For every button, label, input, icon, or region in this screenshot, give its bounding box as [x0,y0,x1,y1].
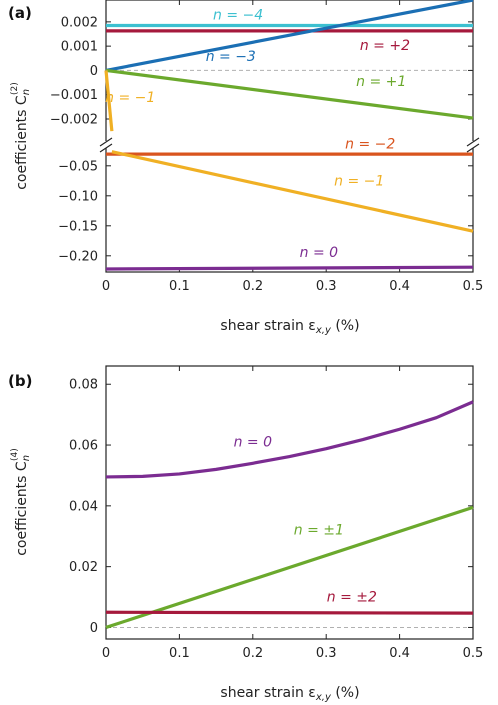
panel-b-series-line-1 [105,505,474,629]
panel-b-xtick-label-3: 0.3 [316,646,337,661]
panel-a-xtick-label-5: 0.5 [463,279,484,294]
panel-a-annotation-3: n = +1 [356,74,406,90]
panel-b-series-line-2 [105,610,474,615]
panel-a-label: (a) [8,4,32,22]
panel-a-ylabel-main: coefficients C [14,95,30,190]
panel-b-annotations: n = 0 n = ±1 n = ±2 [234,435,377,606]
panel-a-series-line-2 [105,0,474,73]
panel-b-xlabel-unit: (%) [331,685,360,701]
panel-b-xtick-label-4: 0.4 [389,646,410,661]
panel-a-annotation-1: n = +2 [360,38,410,54]
panel-a-xtick-label-1: 0.1 [169,279,190,294]
panel-b-ytick-label-2: 0.04 [69,499,98,514]
panel-a-y-axis-label: coefficients Cn(2) [10,82,32,190]
panel-b-ylabel-sup: (4) [10,448,20,461]
panel-a-annotation-4: n = −1 [105,90,155,106]
panel-b-ytick-label-4: 0.08 [69,378,98,393]
panel-b-annotation-1: n = ±1 [294,523,344,539]
panel-a-annotations: n = −4 n = +2 n = −3 n = +1 n = −1 n = −2 n = … [105,7,410,261]
panel-a-ylabel-sup: (2) [10,82,20,95]
axis-break-marks [99,137,480,153]
panel-b-y-axis-label: coefficients Cn(4) [10,448,32,556]
panel-a-ticks: 0 0.1 0.2 0.3 0.4 0.5 0.002 0.001 0 −0.001 −0.002 −… [50,0,483,294]
panel-a-upper-ytick-label-3: −0.001 [50,88,98,103]
panel-a-upper-ytick-label-1: 0.001 [61,40,98,55]
panel-a-series-line-4 [104,70,114,132]
panel-a-series-line-3 [105,68,474,120]
panel-a-xtick-label-4: 0.4 [389,279,410,294]
panel-a-annotation-6: n = −1 [334,174,384,190]
panel-a-x-axis-label: shear strain εx,y (%) [220,318,359,336]
axis-break-gap-right [467,141,479,148]
panel-b-xtick-label-5: 0.5 [463,646,484,661]
panel-a-upper-ytick-label-0: 0.002 [61,15,98,30]
panel-a-lower-ytick-label-1: −0.10 [58,189,98,204]
panel-a-series-line-6 [111,150,474,233]
panel-b-annotation-0: n = 0 [234,435,273,451]
panel-a-lower-ytick-label-3: −0.20 [58,249,98,264]
panel-b-ytick-label-0: 0 [90,621,98,636]
panel-a-annotation-0: n = −4 [213,7,263,23]
panel-a-annotation-2: n = −3 [206,49,256,65]
panel-a: (a) 0 0.1 0.2 0.3 0.4 0.5 0.002 0.001 0 −0.001 −0.… [8,0,483,336]
panel-a-annotation-5: n = −2 [345,136,395,152]
panel-a-xlabel-sub: x,y [315,325,332,336]
panel-b-frame [105,365,474,640]
panel-b-xlabel-sub: x,y [315,692,332,703]
panel-b-ytick-label-3: 0.06 [69,439,98,454]
panel-a-xtick-label-2: 0.2 [242,279,263,294]
panel-b-xtick-label-0: 0 [102,646,110,661]
panel-a-xlabel-unit: (%) [331,318,360,334]
panel-b-label: (b) [8,372,32,390]
panel-a-upper-ytick-label-4: −0.002 [50,113,98,128]
panel-a-xlabel-main: shear strain ε [220,318,315,334]
panel-a-annotation-7: n = 0 [300,245,339,261]
panel-a-series-line-7 [105,265,474,271]
panel-a-xtick-label-0: 0 [102,279,110,294]
panel-b-series-line-0 [105,400,474,479]
panel-a-ylabel-sub: n [21,89,32,95]
axis-break-slash-right-1 [466,137,480,147]
panel-a-frame [105,0,474,273]
panel-b-ticks: 0 0.1 0.2 0.3 0.4 0.5 0 0.02 0.04 0.06 0.08 [69,366,483,661]
panel-b-annotation-2: n = ±2 [327,590,377,606]
axis-break-slash-left-2 [99,143,113,153]
panel-a-xtick-label-3: 0.3 [316,279,337,294]
panel-a-series [104,0,474,271]
panel-b-xtick-label-1: 0.1 [169,646,190,661]
panel-b-xlabel-main: shear strain ε [220,685,315,701]
panel-b-ytick-label-1: 0.02 [69,560,98,575]
panel-b-xtick-label-2: 0.2 [242,646,263,661]
axis-break-slash-left-1 [99,137,113,147]
axis-break-gap-left [100,141,112,148]
panel-b: (b) 0 0.1 0.2 0.3 0.4 0.5 0 0.02 0.04 0.06 0.08 n … [8,365,483,703]
panel-a-lower-ytick-label-0: −0.05 [58,159,98,174]
axis-break-slash-right-2 [466,143,480,153]
panel-b-series [105,400,474,629]
panel-b-x-axis-label: shear strain εx,y (%) [220,685,359,703]
panel-b-ylabel-main: coefficients C [14,461,30,556]
panel-b-ylabel-sub: n [21,455,32,461]
panel-a-lower-ytick-label-2: −0.15 [58,219,98,234]
panel-a-upper-ytick-label-2: 0 [90,64,98,79]
